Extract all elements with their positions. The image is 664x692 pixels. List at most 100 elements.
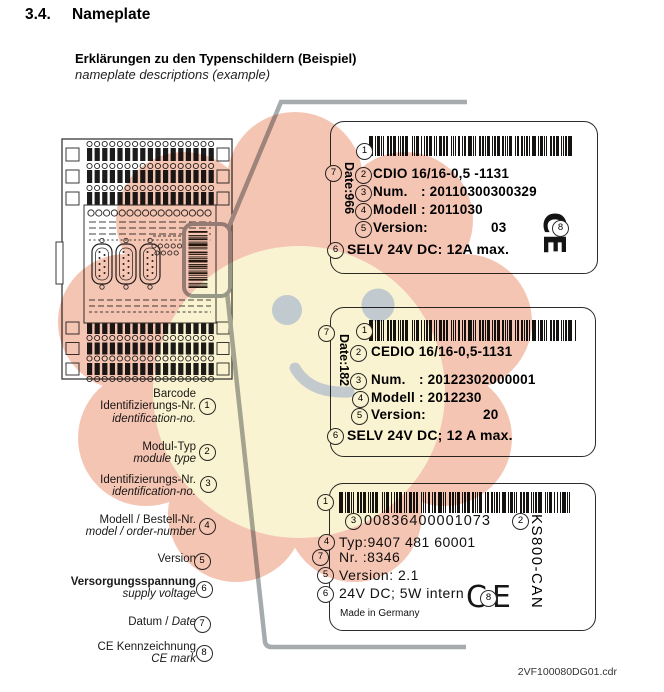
legend-label: Identifizierungs-Nr. bbox=[100, 474, 196, 486]
callout-circle: 2 bbox=[350, 345, 367, 362]
supply-line: SELV 24V DC: 12A max. bbox=[347, 241, 509, 257]
num-label: Num. bbox=[371, 372, 406, 387]
legend-label: model / order-number bbox=[85, 526, 196, 539]
callout-circle: 2 bbox=[355, 167, 372, 184]
callout-circle: 5 bbox=[317, 567, 334, 584]
legend: Barcode Identifizierungs-Nr. identificatio… bbox=[10, 0, 250, 692]
legend-item-6: Versorgungsspannung supply voltage bbox=[10, 576, 196, 601]
model-value: : 2011030 bbox=[421, 202, 483, 217]
legend-item-2: Modul-Typ module type bbox=[10, 441, 196, 466]
nameplate-cdio: Date:966 1 7 CDIO 16/16-0,5 -1131 2 Num.… bbox=[325, 121, 598, 274]
barcode bbox=[369, 320, 581, 341]
callout-circle: 7 bbox=[318, 325, 335, 342]
legend-label: CE mark bbox=[151, 653, 196, 666]
model-value: : 2012230 bbox=[419, 390, 482, 405]
legend-item-7: Datum / Date bbox=[10, 616, 196, 628]
model-label: Modell bbox=[371, 390, 415, 405]
barcode bbox=[339, 492, 575, 513]
callout-circle: 1 bbox=[198, 397, 216, 415]
supply-line: SELV 24V DC; 12 A max. bbox=[347, 427, 513, 443]
callout-circle: 3 bbox=[350, 373, 367, 390]
legend-label: module type bbox=[133, 453, 196, 466]
callout-circle: 1 bbox=[356, 143, 373, 160]
callout-circle: 4 bbox=[198, 517, 216, 535]
callout-circle: 4 bbox=[355, 203, 372, 220]
callout-circle: 6 bbox=[327, 428, 344, 445]
identification-value: 00836400001073 bbox=[364, 513, 491, 529]
barcode bbox=[369, 136, 577, 156]
callout-circle: 2 bbox=[512, 513, 529, 530]
version-label: Version: bbox=[373, 220, 428, 235]
model-line: Modell : 2012230 bbox=[371, 390, 482, 405]
callout-circle: 3 bbox=[345, 513, 362, 530]
legend-label: identification-no. bbox=[112, 412, 196, 425]
callout-circle: 3 bbox=[199, 475, 217, 493]
num-value: : 20110300300329 bbox=[421, 184, 537, 199]
legend-label: Barcode bbox=[153, 388, 196, 400]
callout-circle: 8 bbox=[195, 644, 213, 662]
identification-line: 00836400001073 bbox=[364, 513, 491, 529]
type-value: Typ:9407 481 60001 bbox=[339, 534, 476, 550]
ce-mark-rotated: CE bbox=[536, 212, 571, 255]
date-vertical-text: Date:966 bbox=[342, 162, 356, 215]
number-value: Nr. :8346 bbox=[339, 549, 401, 565]
callout-circle: 3 bbox=[355, 185, 372, 202]
callout-circle: 1 bbox=[356, 323, 373, 340]
made-in-value: Made in Germany bbox=[340, 608, 420, 619]
section-number: 3.4. bbox=[25, 6, 51, 23]
file-reference: 2VF100080DG01.cdr bbox=[517, 666, 617, 678]
module-type-value: CEDIO 16/16-0,5-1131 bbox=[371, 344, 513, 359]
callout-circle: 7 bbox=[312, 549, 329, 566]
version-value: 03 bbox=[491, 220, 507, 235]
model-line: Modell: 2011030 bbox=[373, 202, 483, 217]
made-in-line: Made in Germany bbox=[340, 608, 419, 619]
callout-circle: 6 bbox=[317, 586, 334, 603]
callout-circle: 5 bbox=[355, 221, 372, 238]
subtitle-english: nameplate descriptions (example) bbox=[75, 67, 271, 82]
callout-circle: 2 bbox=[198, 443, 216, 461]
legend-label: identification-no. bbox=[112, 486, 196, 499]
supply-line: 24V DC; 5W intern bbox=[339, 585, 464, 601]
callout-circle: 6 bbox=[327, 242, 344, 259]
callout-circle: 7 bbox=[325, 165, 342, 182]
legend-label: Version bbox=[157, 553, 196, 565]
callout-circle: 6 bbox=[195, 580, 213, 598]
legend-label: CE Kennzeichnung bbox=[97, 641, 196, 653]
legend-item-1: Barcode Identifizierungs-Nr. identificatio… bbox=[10, 388, 196, 425]
version-line: Version: 03 bbox=[373, 220, 506, 235]
legend-label: supply voltage bbox=[122, 588, 196, 601]
version-line: Version: 2.1 bbox=[339, 567, 419, 583]
legend-item-8: CE Kennzeichnung CE mark bbox=[10, 641, 196, 666]
callout-circle: 4 bbox=[352, 391, 369, 408]
supply-value: SELV 24V DC; 12 A max. bbox=[347, 427, 513, 443]
number-line: Nr. :8346 bbox=[339, 549, 400, 565]
callout-circle: 5 bbox=[193, 552, 211, 570]
type-line: Typ:9407 481 60001 bbox=[339, 534, 476, 550]
legend-label: Identifizierungs-Nr. bbox=[100, 400, 196, 413]
legend-item-5: Version bbox=[10, 553, 196, 565]
legend-label: Modul-Typ bbox=[142, 441, 196, 453]
legend-label: Versorgungsspannung bbox=[70, 576, 196, 588]
subtitle-german: Erklärungen zu den Typenschildern (Beisp… bbox=[75, 51, 357, 66]
num-value: : 20122302000001 bbox=[419, 372, 536, 387]
page-title: Nameplate bbox=[72, 6, 151, 23]
supply-value: 24V DC; 5W intern bbox=[339, 585, 465, 601]
callout-circle: 1 bbox=[317, 494, 334, 511]
module-type-line: CEDIO 16/16-0,5-1131 bbox=[371, 344, 512, 359]
callout-circle: 5 bbox=[351, 408, 368, 425]
legend-label: Modell / Bestell-Nr. bbox=[99, 514, 196, 526]
nameplate-ks800: 1 00836400001073 3 2 KS800-CAN Typ:9407 … bbox=[312, 483, 596, 631]
module-type-line: CDIO 16/16-0,5 -1131 bbox=[373, 166, 509, 181]
product-vertical-text: KS800-CAN bbox=[528, 514, 545, 610]
version-line: Version: 20 bbox=[371, 407, 498, 422]
module-type-value: CDIO 16/16-0,5 -1131 bbox=[373, 166, 510, 181]
identification-line: Num. : 20122302000001 bbox=[371, 372, 536, 387]
legend-item-4: Modell / Bestell-Nr. model / order-number bbox=[10, 514, 196, 539]
version-label: Version: bbox=[371, 407, 426, 422]
num-label: Num. bbox=[373, 184, 408, 199]
legend-item-3: Identifizierungs-Nr. identification-no. bbox=[10, 474, 196, 499]
version-value: Version: 2.1 bbox=[339, 567, 419, 583]
callout-circle: 8 bbox=[480, 590, 497, 607]
identification-line: Num. : 20110300300329 bbox=[373, 184, 537, 199]
